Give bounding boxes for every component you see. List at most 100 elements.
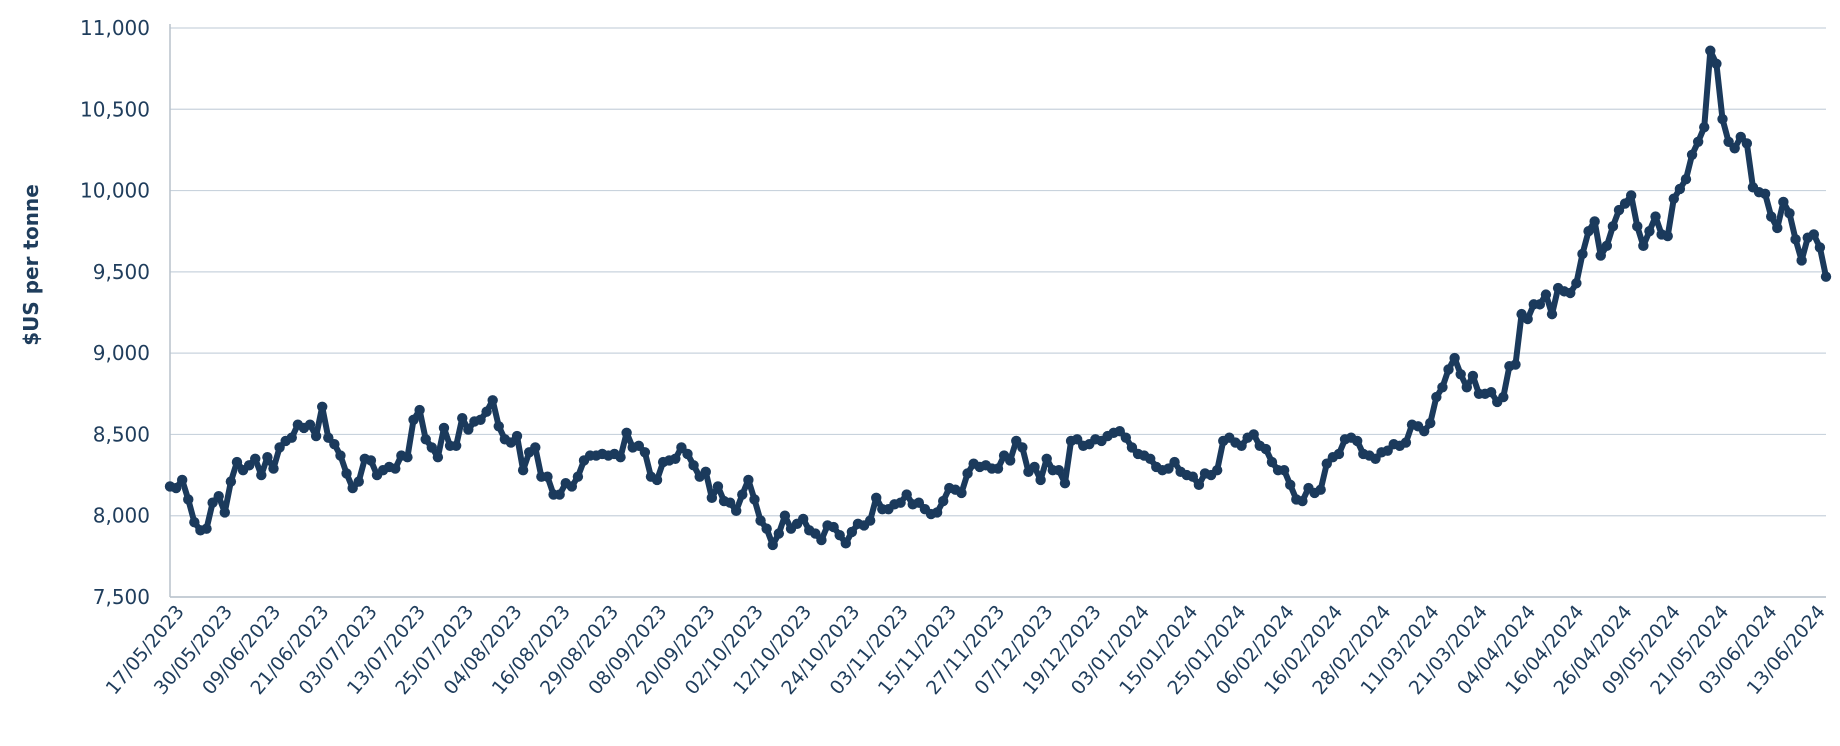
data-point bbox=[1577, 248, 1588, 260]
data-point bbox=[834, 530, 845, 541]
data-point bbox=[414, 404, 425, 416]
data-point bbox=[323, 432, 334, 443]
data-point bbox=[1382, 445, 1393, 456]
data-point bbox=[250, 453, 261, 465]
data-point bbox=[1546, 308, 1558, 320]
data-point bbox=[895, 497, 906, 508]
data-point bbox=[1035, 474, 1046, 486]
data-point bbox=[1041, 453, 1052, 465]
data-point bbox=[688, 460, 699, 471]
data-point bbox=[1571, 278, 1582, 289]
data-point bbox=[347, 482, 358, 494]
data-point bbox=[1625, 190, 1637, 201]
data-point bbox=[1431, 391, 1442, 403]
y-tick-label: 9,000 bbox=[93, 341, 150, 365]
data-point bbox=[420, 434, 431, 445]
data-point bbox=[353, 476, 364, 487]
data-point bbox=[1772, 222, 1783, 234]
data-point bbox=[511, 430, 523, 442]
data-point bbox=[1619, 198, 1631, 209]
data-point bbox=[773, 528, 785, 539]
data-point bbox=[1145, 453, 1156, 465]
data-point bbox=[1565, 287, 1576, 299]
data-point bbox=[633, 440, 644, 452]
data-point bbox=[1674, 183, 1686, 195]
data-point bbox=[463, 424, 474, 435]
data-point bbox=[1680, 173, 1692, 185]
data-point bbox=[1418, 425, 1430, 437]
data-point bbox=[931, 507, 943, 518]
data-point bbox=[1461, 382, 1472, 393]
data-point bbox=[1260, 443, 1272, 455]
data-point bbox=[864, 515, 876, 526]
y-tick-label: 7,500 bbox=[93, 585, 150, 609]
data-point bbox=[1662, 230, 1673, 242]
data-point bbox=[1583, 226, 1594, 237]
data-point bbox=[816, 534, 827, 546]
data-point bbox=[1735, 131, 1746, 143]
data-point bbox=[1644, 226, 1655, 237]
data-point bbox=[767, 539, 778, 551]
data-point bbox=[840, 538, 851, 549]
data-point bbox=[1315, 484, 1326, 495]
data-point bbox=[475, 414, 486, 425]
data-point bbox=[517, 464, 529, 476]
data-point bbox=[1778, 196, 1789, 208]
data-point bbox=[201, 523, 212, 534]
data-point bbox=[1059, 478, 1071, 489]
data-point bbox=[1467, 370, 1479, 382]
data-point bbox=[207, 497, 218, 508]
data-point bbox=[450, 440, 462, 452]
data-point bbox=[651, 474, 663, 486]
data-point bbox=[268, 463, 279, 474]
data-point bbox=[1236, 440, 1247, 452]
data-point bbox=[1425, 417, 1436, 429]
y-tick-label: 11,000 bbox=[80, 16, 150, 40]
data-point bbox=[1285, 479, 1296, 491]
data-point bbox=[426, 442, 437, 453]
data-point bbox=[828, 521, 839, 533]
data-point bbox=[1808, 229, 1820, 240]
data-point bbox=[621, 427, 632, 438]
data-point bbox=[1248, 429, 1259, 440]
data-point bbox=[1485, 386, 1497, 398]
data-point bbox=[1632, 221, 1643, 232]
data-point bbox=[1187, 471, 1199, 482]
data-point bbox=[1741, 138, 1753, 149]
data-point bbox=[1400, 437, 1412, 448]
data-point bbox=[1053, 464, 1065, 476]
data-point bbox=[1278, 464, 1290, 476]
data-point bbox=[615, 451, 626, 463]
data-point bbox=[676, 442, 687, 453]
data-point bbox=[1004, 455, 1016, 466]
data-point bbox=[176, 474, 188, 486]
data-point bbox=[1370, 453, 1381, 465]
data-point bbox=[962, 468, 973, 479]
data-point bbox=[1455, 369, 1466, 380]
data-point bbox=[749, 494, 760, 505]
data-point bbox=[1522, 313, 1533, 325]
data-point bbox=[1017, 442, 1028, 453]
data-point bbox=[1071, 434, 1083, 445]
gridlines bbox=[170, 27, 1826, 598]
data-point bbox=[219, 507, 230, 518]
y-tick-label: 8,000 bbox=[93, 504, 150, 528]
data-point bbox=[779, 510, 791, 521]
data-point bbox=[1126, 442, 1138, 453]
data-point bbox=[365, 455, 377, 466]
data-point bbox=[956, 487, 967, 499]
data-point bbox=[1699, 121, 1710, 133]
data-point bbox=[1169, 456, 1180, 468]
data-point bbox=[505, 437, 517, 448]
data-point bbox=[706, 492, 718, 504]
data-point bbox=[243, 460, 255, 471]
y-tick-label: 8,500 bbox=[93, 422, 150, 446]
data-point bbox=[731, 505, 742, 517]
data-point bbox=[256, 469, 267, 481]
data-point bbox=[554, 489, 565, 500]
data-point bbox=[1814, 242, 1826, 253]
data-point bbox=[1638, 240, 1649, 252]
data-point bbox=[438, 422, 450, 434]
data-point bbox=[1729, 143, 1740, 154]
data-point bbox=[1668, 193, 1679, 204]
